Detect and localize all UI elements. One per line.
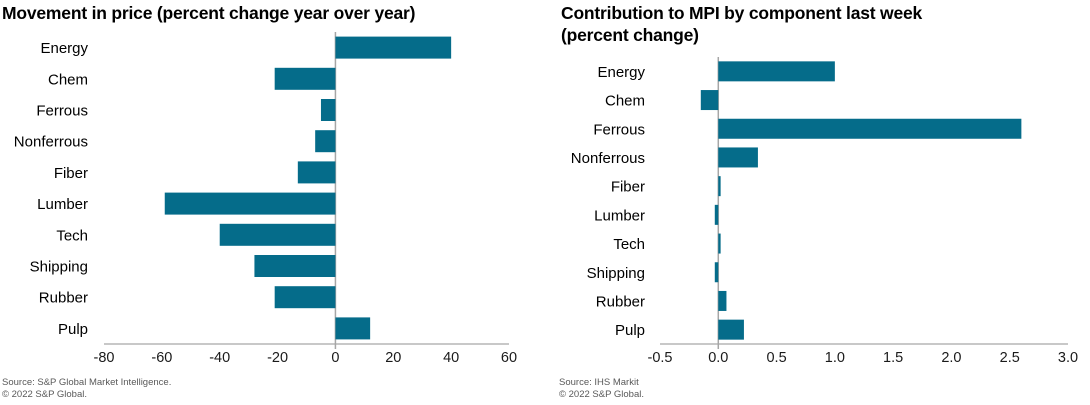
x-tick-label: 2.0 xyxy=(941,350,961,366)
price-movement-chart: Movement in price (percent change year o… xyxy=(2,2,517,401)
source-line: Source: S&P Global Market Intelligence. xyxy=(2,377,172,388)
x-tick-label: 60 xyxy=(501,350,517,366)
bar-pulp xyxy=(718,319,744,340)
chart-title-line: Contribution to MPI by component last we… xyxy=(561,3,923,23)
category-label: Pulp xyxy=(58,321,88,338)
category-label: Ferrous xyxy=(36,103,88,120)
copyright-line: © 2022 S&P Global. xyxy=(2,389,87,400)
bar-chem xyxy=(274,67,336,90)
bar-ferrous xyxy=(320,99,336,121)
copyright-line: © 2022 S&P Global. xyxy=(559,389,644,400)
category-label: Lumber xyxy=(37,196,88,213)
category-label: Tech xyxy=(613,236,645,253)
bar-rubber xyxy=(718,290,727,311)
category-label: Energy xyxy=(40,40,88,57)
bar-ferrous xyxy=(718,118,1022,139)
bar-rubber xyxy=(274,286,336,309)
bar-energy xyxy=(335,36,452,59)
category-label: Chem xyxy=(48,71,88,88)
category-label: Nonferrous xyxy=(14,134,88,151)
x-tick-label: -0.5 xyxy=(648,350,673,366)
bar-shipping xyxy=(254,255,336,277)
bar-lumber xyxy=(164,192,336,215)
category-label: Nonferrous xyxy=(571,150,645,167)
category-label: Chem xyxy=(605,93,645,110)
category-label: Shipping xyxy=(30,259,88,276)
source-block: Source: S&P Global Market Intelligence. … xyxy=(2,377,171,401)
x-tick-label: -20 xyxy=(267,350,288,366)
category-label: Rubber xyxy=(39,290,88,307)
bar-nonferrous xyxy=(718,147,758,168)
x-tick-label: 1.5 xyxy=(883,350,903,366)
x-tick-label: 20 xyxy=(385,350,401,366)
mpi-contribution-plot: Energy Chem Ferrous Nonferrous Fiber Lumber Te… xyxy=(571,57,1078,366)
bar-fiber xyxy=(718,176,721,197)
bar-pulp xyxy=(335,317,371,340)
bar-tech xyxy=(219,223,336,246)
source-line: Source: IHS Markit xyxy=(559,377,639,388)
chart-title: Movement in price (percent change year o… xyxy=(2,2,415,24)
chart-title-line: (percent change) xyxy=(561,25,699,45)
chart-title: Contribution to MPI by component last we… xyxy=(561,2,922,46)
x-tick-label: 2.5 xyxy=(1000,350,1020,366)
mpi-contribution-chart: Contribution to MPI by component last we… xyxy=(545,0,1090,405)
x-tick-label: 0.5 xyxy=(766,350,786,366)
x-tick-label: 0.0 xyxy=(708,350,728,366)
source-block: Source: IHS Markit © 2022 S&P Global. xyxy=(559,377,644,401)
x-tick-label: 1.0 xyxy=(825,350,845,366)
category-label: Lumber xyxy=(594,207,645,224)
bar-chem xyxy=(700,90,719,111)
category-label: Pulp xyxy=(615,322,645,339)
bar-nonferrous xyxy=(315,130,336,153)
category-label: Rubber xyxy=(596,293,645,310)
category-label: Fiber xyxy=(54,165,88,182)
x-tick-label: 0 xyxy=(331,350,339,366)
bar-shipping xyxy=(714,262,719,283)
bar-tech xyxy=(718,233,721,254)
x-tick-label: -80 xyxy=(94,350,115,366)
x-tick-label: 3.0 xyxy=(1058,350,1078,366)
price-movement-plot: Energy Chem Ferrous Nonferrous Fiber Lumber Te… xyxy=(14,32,517,366)
x-tick-label: 40 xyxy=(443,350,459,366)
bar-fiber xyxy=(297,161,336,184)
category-label: Energy xyxy=(597,64,645,81)
category-label: Ferrous xyxy=(593,121,645,138)
category-label: Shipping xyxy=(587,265,645,282)
x-tick-label: -60 xyxy=(151,350,172,366)
x-tick-label: -40 xyxy=(209,350,230,366)
bar-lumber xyxy=(714,204,719,225)
chart-title-line: Movement in price (percent change year o… xyxy=(2,3,416,23)
category-label: Tech xyxy=(56,227,88,244)
category-label: Fiber xyxy=(611,179,645,196)
bar-energy xyxy=(718,61,835,82)
